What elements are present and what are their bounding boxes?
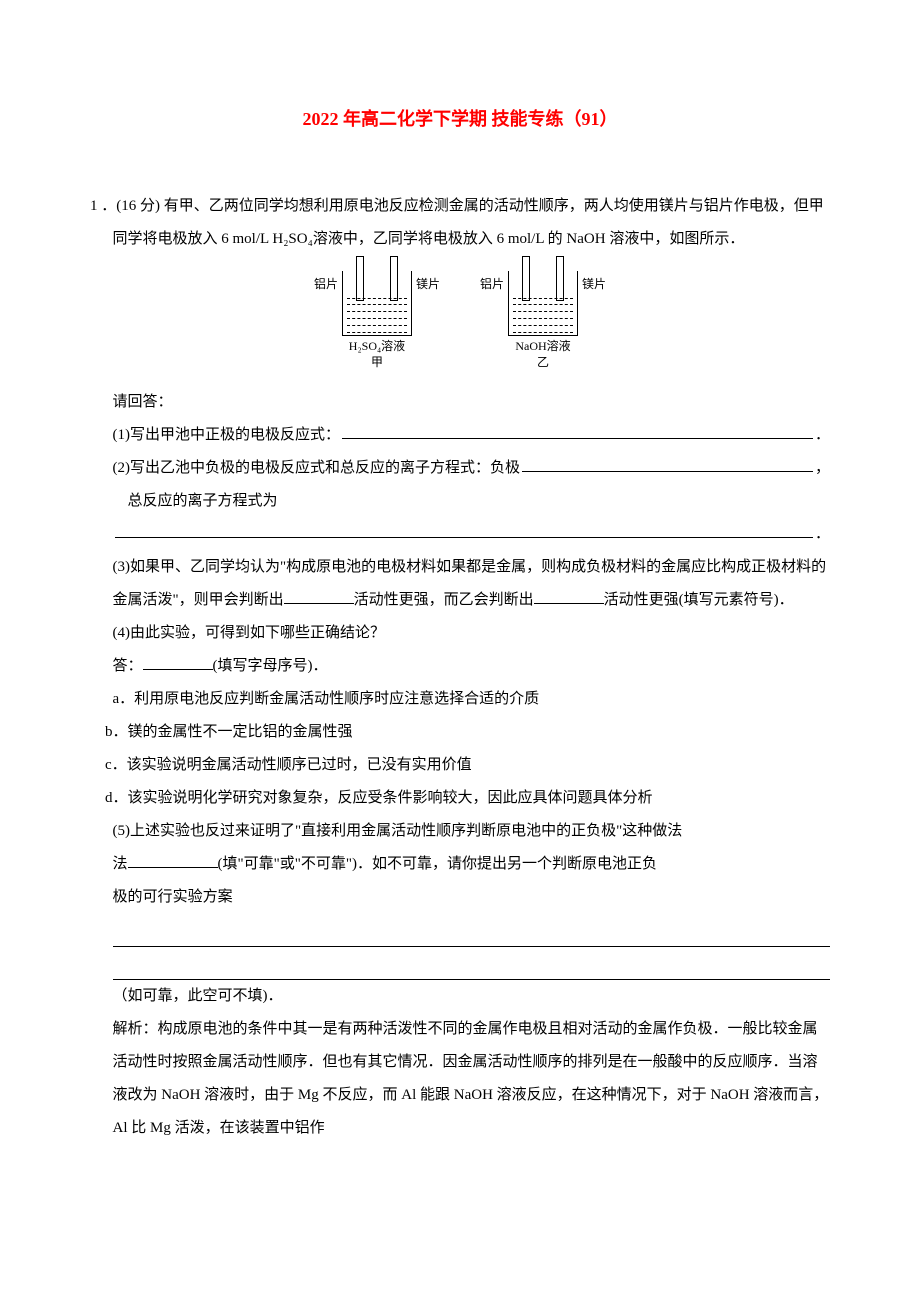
prompt-5-line3: 极的可行实验方案	[90, 881, 830, 914]
prompt-4: (4)由此实验，可得到如下哪些正确结论？	[90, 617, 830, 650]
prompt-2-line1: (2)写出乙池中负极的电极反应式和总反应的离子方程式：负极 ，	[90, 452, 830, 485]
solution-label-right: NaOH溶液 乙	[515, 338, 570, 372]
option-c: c．该实验说明金属活动性顺序已过时，已没有实用价值	[90, 749, 830, 782]
option-b: b．镁的金属性不一定比铝的金属性强	[90, 716, 830, 749]
prompt-1: (1)写出甲池中正极的电极反应式： ．	[90, 419, 830, 452]
diagram-container: 铝片 镁片 H₂SO₄溶液 甲 铝片	[90, 271, 830, 372]
prompt-5-line2: 法(填"可靠"或"不可靠")．如不可靠，请你提出另一个判断原电池正负	[90, 848, 830, 881]
electrode	[556, 256, 564, 301]
electrode	[390, 256, 398, 301]
explanation-label: 解析：	[113, 1021, 158, 1037]
option-a: a．利用原电池反应判断金属活动性顺序时应注意选择合适的介质	[90, 683, 830, 716]
explanation: 解析：构成原电池的条件中其一是有两种活泼性不同的金属作电极且相对活动的金属作负极…	[90, 1013, 830, 1145]
prompt-5-note: （如可靠，此空可不填)．	[90, 980, 830, 1013]
electrode-label-left: 铝片	[314, 271, 338, 297]
question-points: ．(16 分)	[101, 198, 160, 214]
prompt-4-answer: 答：(填写字母序号)．	[90, 650, 830, 683]
question-intro: 1 ．(16 分) 有甲、乙两位同学均想利用原电池反应检测金属的活动性顺序，两人…	[90, 190, 830, 256]
diagram-right: 铝片 镁片 NaOH溶液 乙	[480, 271, 606, 372]
prompt-5-blank1	[90, 914, 830, 947]
electrode-label-right: 镁片	[582, 271, 606, 297]
prompt-5-line1: (5)上述实验也反过来证明了"直接利用金属活动性顺序判断原电池中的正负极"这种做…	[90, 815, 830, 848]
electrode	[522, 256, 530, 301]
prompt-2-line2: 总反应的离子方程式为	[90, 485, 830, 518]
document-title: 2022 年高二化学下学期 技能专练（91）	[90, 100, 830, 140]
answer-prompt: 请回答：	[90, 386, 830, 419]
prompt-5-method-label: 法	[113, 856, 128, 872]
beaker-right	[508, 271, 578, 336]
electrode-label-left: 铝片	[480, 271, 504, 297]
solution-label-left: H₂SO₄溶液 甲	[349, 338, 405, 372]
beaker-left	[342, 271, 412, 336]
electrode-label-right: 镁片	[416, 271, 440, 297]
prompt-2-blank: ．	[90, 518, 830, 551]
option-d: d．该实验说明化学研究对象复杂，反应受条件影响较大，因此应具体问题具体分析	[90, 782, 830, 815]
prompt-5-blank2	[90, 947, 830, 980]
electrode	[356, 256, 364, 301]
question-text: 有甲、乙两位同学均想利用原电池反应检测金属的活动性顺序，两人均使用镁片与铝片作电…	[113, 198, 824, 247]
diagram-left: 铝片 镁片 H₂SO₄溶液 甲	[314, 271, 440, 372]
explanation-text: 构成原电池的条件中其一是有两种活泼性不同的金属作电极且相对活动的金属作负极．一般…	[113, 1021, 829, 1136]
question-number: 1	[90, 198, 98, 214]
prompt-3: (3)如果甲、乙同学均认为"构成原电池的电极材料如果都是金属，则构成负极材料的金…	[90, 551, 830, 617]
